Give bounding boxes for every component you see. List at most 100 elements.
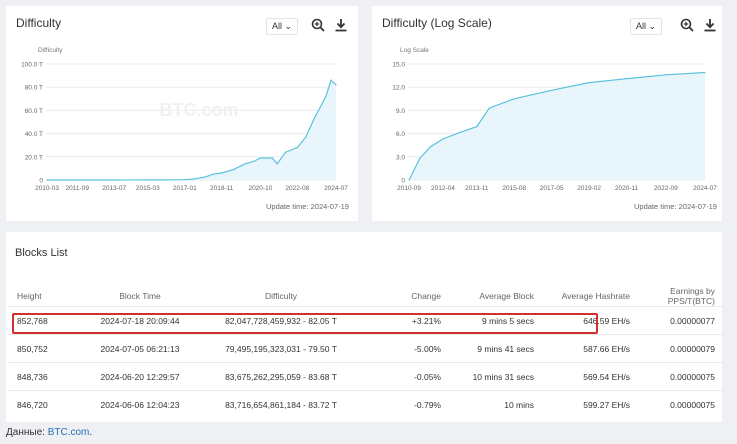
data-point [221,172,223,174]
data-point [259,157,261,159]
x-tick-label: 2017-05 [540,185,564,192]
y-tick-label: 0 [39,178,43,185]
footer-suffix: . [89,427,93,438]
y-tick-label: 3.0 [396,154,405,161]
average-hashrate: 569.54 EH/s [534,362,630,391]
source-link[interactable]: BTC.com [47,427,90,438]
axis-unit-label: Log Scale [400,47,429,54]
difficulty-change: -0.79% [359,390,441,418]
column-header-average-block[interactable]: Average Block [479,291,534,301]
difficulty-change: +3.21% [359,306,441,335]
data-point [232,168,235,171]
data-point [253,160,255,163]
blocks-table: Height Block Time Difficulty Change Aver… [8,286,722,418]
block-height-link[interactable]: 852,768 [8,306,77,335]
earnings-pps: 0.00000075 [630,390,722,418]
blocks-list-title: Blocks List [15,247,68,259]
range-select-label: All [636,21,647,31]
data-point [212,173,214,175]
x-tick-label: 2022-09 [654,185,678,192]
data-point [284,151,287,153]
average-hashrate: 646.59 EH/s [534,306,630,335]
y-tick-label: 15.0 [392,62,405,69]
x-tick-label: 2022-08 [285,185,309,192]
difficulty-chart: Difficulty 100.0 T 80.0 T 60.0 T 40.0 T 20.0 … [21,47,348,192]
table-header-row: Height Block Time Difficulty Change Aver… [8,286,722,307]
data-point [271,157,273,159]
update-time: Update time: 2024-07-19 [634,202,717,211]
data-point [458,132,460,134]
x-tick-label: 2010-09 [397,185,421,192]
block-difficulty: 83,675,262,295,059 - 83.68 T [203,362,359,391]
data-point [513,98,515,100]
data-point [204,176,206,178]
data-point [330,79,332,81]
y-tick-label: 40.0 T [25,131,43,138]
y-tick-label: 80.0 T [25,85,43,92]
data-point [335,84,337,86]
x-tick-label: 2015-03 [136,185,160,192]
data-point [429,146,432,148]
y-tick-label: 60.0 T [25,108,43,115]
x-tick-label: 2020-10 [248,185,272,192]
data-point [442,138,444,140]
column-header-earnings[interactable]: Earnings by PPS/T(BTC) [667,286,715,306]
column-header-change[interactable]: Change [411,291,441,301]
y-tick-label: 0 [401,178,405,185]
table-row[interactable]: 850,752 2024-07-05 06:21:13 79,495,195,3… [8,334,722,363]
data-point [184,179,186,181]
x-tick-label: 2013-07 [102,185,126,192]
difficulty-log-chart-panel: Difficulty (Log Scale) All ⌄ Log Scale 15… [372,6,722,221]
data-point [476,126,478,128]
block-time: 2024-06-06 12:04:23 [77,390,203,418]
series-area [409,72,705,180]
x-tick-label: 2024-07 [693,185,717,192]
average-block-time: 9 mins 41 secs [441,334,534,363]
difficulty-change: -0.05% [359,362,441,391]
block-difficulty: 82,047,728,459,932 - 82.05 T [203,306,359,335]
average-hashrate: 587.66 EH/s [534,334,630,363]
block-difficulty: 83,716,654,861,184 - 83.72 T [203,390,359,418]
column-header-height[interactable]: Height [17,291,42,301]
data-point [296,146,298,149]
column-header-average-hashrate[interactable]: Average Hashrate [561,291,630,301]
block-height-link[interactable]: 848,736 [8,362,77,391]
block-time: 2024-06-20 12:29:57 [77,362,203,391]
block-difficulty: 79,495,195,323,031 - 79.50 T [203,334,359,363]
axis-unit-label: Difficulty [38,47,63,54]
y-tick-label: 100.0 T [21,62,43,69]
x-tick-label: 2019-02 [577,185,601,192]
block-height-link[interactable]: 850,752 [8,334,77,363]
range-select[interactable]: All ⌄ [266,18,299,35]
chart-title: Difficulty [16,16,62,30]
chevron-down-icon: ⌄ [284,21,293,31]
earnings-pps: 0.00000079 [630,334,722,363]
range-select[interactable]: All ⌄ [630,18,663,35]
data-point [164,179,166,181]
earnings-pps: 0.00000077 [630,306,722,335]
data-point [192,178,194,180]
update-time: Update time: 2024-07-19 [266,202,349,211]
watermark: BTC.com [159,100,238,120]
zoom-in-icon[interactable] [311,18,325,32]
zoom-in-icon[interactable] [680,18,694,32]
download-icon[interactable] [334,18,348,32]
average-block-time: 9 mins 5 secs [441,306,534,335]
column-header-block-time[interactable]: Block Time [119,291,161,301]
block-height-link[interactable]: 846,720 [8,390,77,418]
data-point [551,89,553,91]
y-tick-label: 12.0 [392,85,405,92]
average-hashrate: 599.27 EH/s [534,390,630,418]
x-tick-label: 2020-11 [615,185,639,192]
x-tick-label: 2012-04 [431,185,455,192]
column-header-difficulty[interactable]: Difficulty [265,291,297,301]
table-row[interactable]: 852,768 2024-07-18 20:09:44 82,047,728,4… [8,306,722,335]
y-tick-label: 6.0 [396,131,405,138]
download-icon[interactable] [703,18,717,32]
range-select-label: All [272,21,283,31]
table-row[interactable]: 848,736 2024-06-20 12:29:57 83,675,262,2… [8,362,722,391]
y-tick-label: 9.0 [396,108,405,115]
series-area [47,80,336,180]
table-row[interactable]: 846,720 2024-06-06 12:04:23 83,716,654,8… [8,390,722,418]
